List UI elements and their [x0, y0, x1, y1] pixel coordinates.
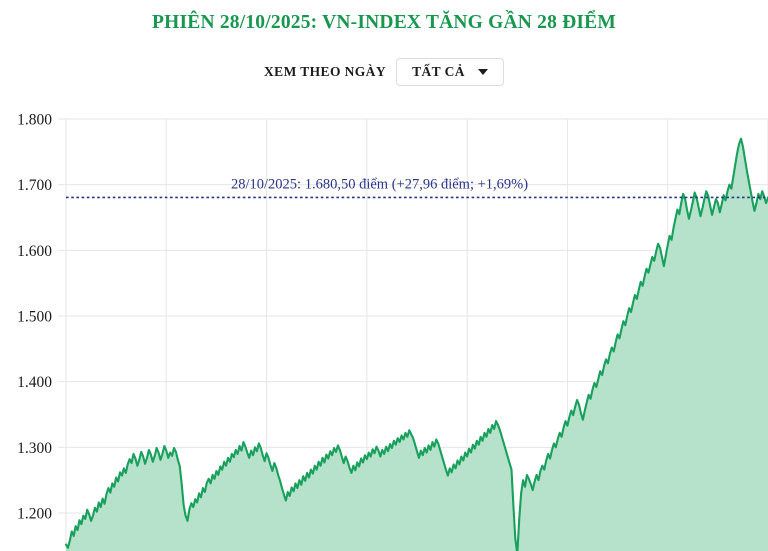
- range-select-value: TẤT CẢ: [412, 64, 465, 79]
- annotation-label: 28/10/2025: 1.680,50 điểm (+27,96 điểm; …: [231, 177, 528, 193]
- series-line: [64, 137, 768, 551]
- page-title: PHIÊN 28/10/2025: VN-INDEX TĂNG GẦN 28 Đ…: [152, 12, 616, 33]
- range-select-dropdown[interactable]: TẤT CẢ: [395, 58, 504, 86]
- y-tick-label: 1.500: [17, 309, 52, 326]
- y-tick-label: 1.400: [17, 374, 52, 391]
- area-fill: [66, 138, 768, 551]
- y-axis-labels: 1.800 1.700 1.600 1.500 1.400 1.300 1.200: [17, 112, 52, 523]
- chevron-down-icon: [477, 69, 488, 75]
- chart-controls: XEM THEO NGÀY TẤT CẢ: [0, 58, 768, 86]
- view-by-day-label: XEM THEO NGÀY: [264, 64, 386, 79]
- y-tick-label: 1.600: [17, 243, 52, 260]
- y-tick-label: 1.800: [17, 112, 52, 129]
- y-tick-label: 1.200: [17, 506, 52, 523]
- y-tick-label: 1.700: [17, 177, 52, 194]
- y-tick-label: 1.300: [17, 440, 52, 457]
